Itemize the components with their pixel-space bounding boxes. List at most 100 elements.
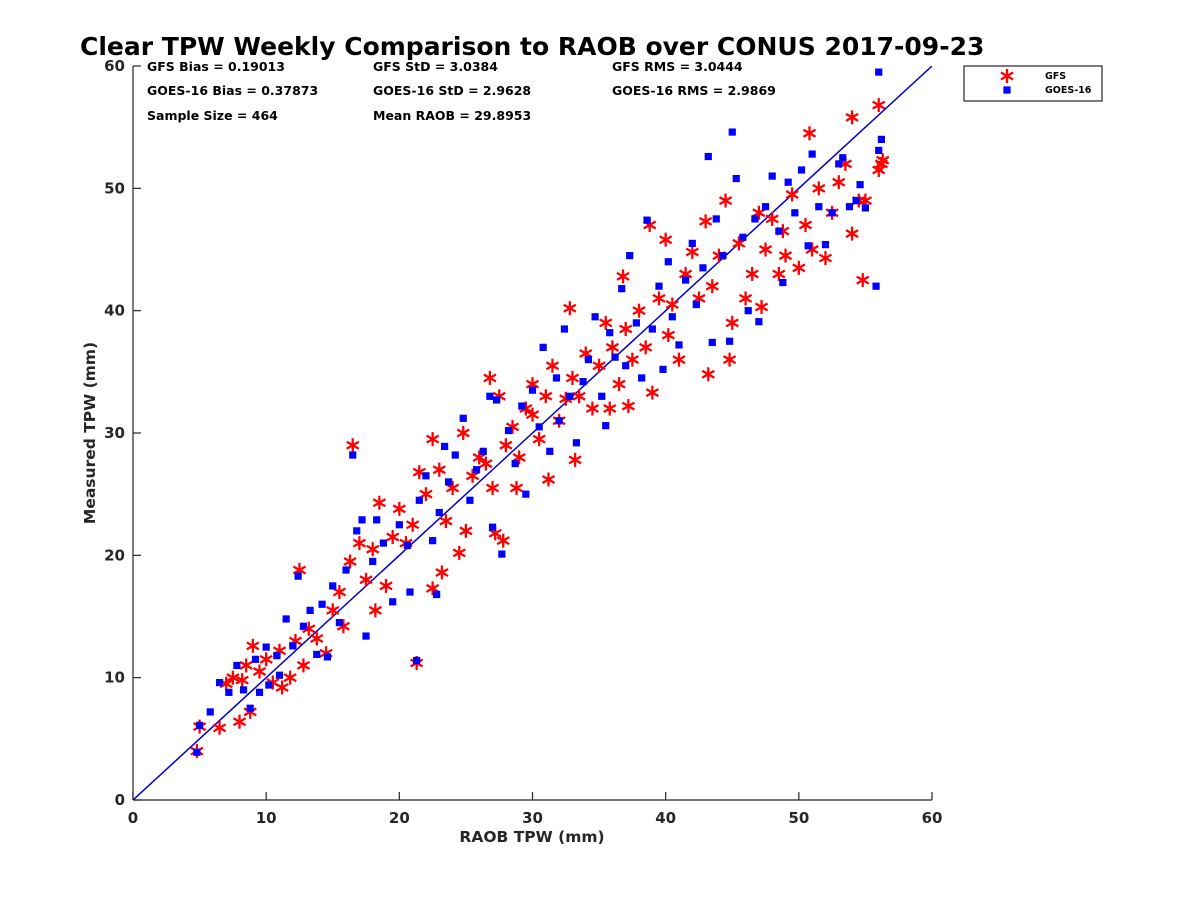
x-tick-label: 40 [655, 809, 676, 827]
goes16-point [239, 686, 248, 694]
goes16-point [761, 203, 770, 211]
goes16-point [797, 166, 806, 174]
gfs-point [541, 472, 556, 487]
x-tick-label: 0 [128, 809, 138, 827]
gfs-point [485, 481, 500, 496]
goes16-point [233, 661, 241, 670]
gfs-point [665, 297, 679, 312]
y-tick-label: 50 [104, 179, 125, 197]
goes16-point [572, 439, 581, 447]
gfs-point [754, 299, 769, 314]
goes16-point [638, 374, 646, 382]
gfs-point [499, 438, 513, 453]
goes16-point [504, 426, 513, 435]
gfs-point [645, 385, 659, 400]
goes16-point [655, 282, 663, 290]
goes16-point [626, 252, 634, 260]
x-tick-label: 20 [389, 809, 410, 827]
goes16-point [861, 204, 870, 212]
goes16-point [611, 353, 619, 361]
gfs-point [685, 244, 699, 259]
goes16-point [618, 285, 626, 293]
goes16-point [815, 203, 823, 211]
gfs-point [563, 301, 577, 316]
gfs-point [798, 218, 813, 233]
stat-mean-raob: Mean RAOB = 29.8953 [373, 108, 531, 123]
goes16-point [828, 209, 836, 217]
x-ticks: 0 10 20 30 40 50 60 [128, 792, 942, 827]
goes16-point [318, 600, 326, 608]
gfs-point [425, 432, 440, 447]
goes16-point [373, 516, 381, 524]
goes16-point [643, 216, 651, 224]
gfs-point [386, 529, 400, 544]
gfs-point [275, 680, 289, 695]
gfs-point [625, 352, 640, 367]
goes16-point [728, 128, 736, 136]
goes16-point [395, 521, 403, 529]
gfs-point [802, 126, 817, 141]
legend-gfs-label: GFS [1045, 71, 1066, 82]
gfs-point [392, 501, 406, 516]
goes16-point [306, 606, 314, 614]
gfs-point [856, 273, 870, 288]
gfs-point [772, 266, 786, 281]
goes16-point [369, 557, 377, 566]
goes16-point [329, 582, 337, 590]
goes16-point [251, 655, 260, 663]
series-goes16 [193, 68, 885, 756]
goes16-point [659, 365, 667, 373]
goes16-point [648, 325, 656, 333]
plot-area: 0 10 20 30 40 50 60 0 10 20 30 40 50 60 [104, 57, 942, 827]
gfs-point [425, 581, 440, 596]
gfs-point [619, 322, 633, 337]
goes16-point [591, 313, 599, 321]
goes16-point [265, 681, 273, 689]
gfs-point [456, 426, 470, 440]
stat-goes-rms: GOES-16 RMS = 2.9869 [612, 83, 776, 98]
gfs-point [792, 260, 806, 275]
goes16-point [335, 619, 344, 627]
gfs-point [659, 232, 673, 247]
gfs-point [346, 438, 360, 453]
gfs-point [379, 578, 393, 593]
goes16-point [719, 252, 727, 260]
y-tick-label: 40 [104, 302, 125, 320]
goes16-point [195, 721, 204, 729]
goes16-point [282, 615, 290, 623]
gfs-point [212, 720, 227, 735]
goes16-point [429, 537, 437, 545]
chart-title: Clear TPW Weekly Comparison to RAOB over… [80, 32, 984, 61]
goes16-point [584, 356, 593, 364]
goes16-point [522, 490, 530, 498]
goes16-point [498, 550, 506, 558]
goes16-point [406, 588, 414, 596]
y-tick-label: 30 [104, 424, 125, 442]
goes16-point [779, 278, 787, 287]
goes16-point [546, 447, 554, 455]
gfs-point [872, 98, 886, 113]
gfs-point [432, 462, 446, 477]
gfs-point [585, 401, 600, 416]
x-tick-label: 30 [522, 809, 543, 827]
y-ticks: 0 10 20 30 40 50 60 [104, 57, 141, 809]
gfs-point [632, 303, 646, 318]
gfs-point [332, 585, 347, 600]
goes16-point [845, 203, 854, 211]
gfs-point [812, 181, 826, 196]
gfs-point [732, 236, 746, 251]
goes16-point [699, 264, 707, 272]
goes16-point [403, 541, 411, 550]
gfs-point [752, 205, 766, 220]
goes16-point [275, 671, 284, 679]
gfs-point [705, 279, 719, 294]
goes16-point [744, 307, 752, 315]
x-axis-label: RAOB TPW (mm) [459, 828, 604, 846]
goes16-point [664, 258, 672, 266]
goes16-point [877, 135, 885, 143]
gfs-point [725, 315, 739, 330]
goes16-point [622, 362, 630, 370]
goes16-point [528, 386, 537, 394]
stat-gfs-rms: GFS RMS = 3.0444 [612, 59, 743, 74]
